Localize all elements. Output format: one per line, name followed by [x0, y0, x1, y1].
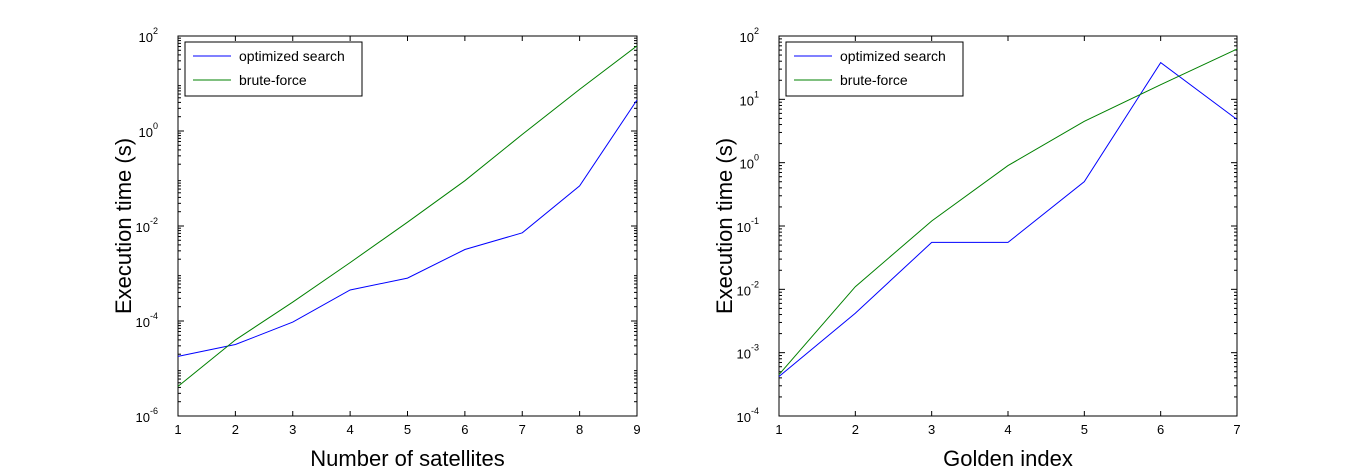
legend-label: brute-force [840, 72, 908, 88]
y-tick-label: 10-6 [136, 406, 158, 425]
x-tick-label: 5 [404, 422, 411, 437]
y-tick-exponent: 2 [153, 26, 158, 36]
x-tick-label: 7 [1233, 422, 1240, 437]
y-tick-label: 100 [740, 153, 759, 172]
y-tick-exponent: -2 [150, 216, 158, 226]
y-tick-label: 10-4 [136, 311, 158, 330]
plot-area [177, 35, 638, 417]
y-tick-label: 101 [740, 89, 759, 108]
series-line-0 [177, 99, 638, 357]
y-tick-label: 10-2 [136, 216, 158, 235]
x-tick-label: 7 [519, 422, 526, 437]
y-axis-label: Execution time (s) [111, 138, 136, 314]
legend-label: optimized search [840, 48, 946, 64]
legend-box [785, 41, 964, 97]
y-tick-exponent: -2 [751, 279, 759, 289]
x-tick-label: 8 [576, 422, 583, 437]
x-tick-label: 4 [347, 422, 354, 437]
y-tick-exponent: -4 [751, 406, 759, 416]
left-plot: 1 2 3 4 5 6 7 8 9 10-6 10-4 10-2 100 102 Number of sat… [111, 26, 641, 467]
y-tick-label: 102 [740, 26, 759, 45]
x-tick-label: 3 [928, 422, 935, 437]
y-tick-exponent: -1 [751, 216, 759, 226]
x-tick-label: 9 [633, 422, 640, 437]
x-tick-label: 2 [852, 422, 859, 437]
y-tick-label: 10-2 [737, 279, 759, 298]
y-tick-label: 100 [139, 121, 158, 140]
series-line-1 [778, 48, 1238, 375]
y-tick-exponent: 2 [754, 26, 759, 36]
series-line-0 [778, 61, 1238, 377]
y-tick-exponent: 0 [153, 121, 158, 131]
legend-label: brute-force [239, 72, 307, 88]
x-tick-label: 4 [1004, 422, 1011, 437]
x-tick-label: 1 [775, 422, 782, 437]
x-tick-label: 1 [174, 422, 181, 437]
y-tick-label: 10-4 [737, 406, 759, 425]
legend-box [184, 41, 363, 97]
y-tick-exponent: 0 [754, 153, 759, 163]
y-tick-label: 10-1 [737, 216, 759, 235]
x-tick-label: 3 [289, 422, 296, 437]
y-tick-label: 10-3 [737, 343, 759, 362]
y-tick-label: 102 [139, 26, 158, 45]
legend-label: optimized search [239, 48, 345, 64]
y-axis-label: Execution time (s) [712, 138, 737, 314]
x-axis-label: Golden index [943, 446, 1073, 467]
y-tick-exponent: 1 [754, 89, 759, 99]
x-tick-label: 6 [1157, 422, 1164, 437]
x-tick-label: 5 [1081, 422, 1088, 437]
x-tick-label: 6 [461, 422, 468, 437]
x-tick-label: 2 [232, 422, 239, 437]
series-line-1 [177, 45, 638, 387]
x-axis-label: Number of satellites [310, 446, 504, 467]
plot-area [778, 35, 1238, 417]
y-tick-exponent: -6 [150, 406, 158, 416]
y-tick-exponent: -4 [150, 311, 158, 321]
y-tick-exponent: -3 [751, 343, 759, 353]
